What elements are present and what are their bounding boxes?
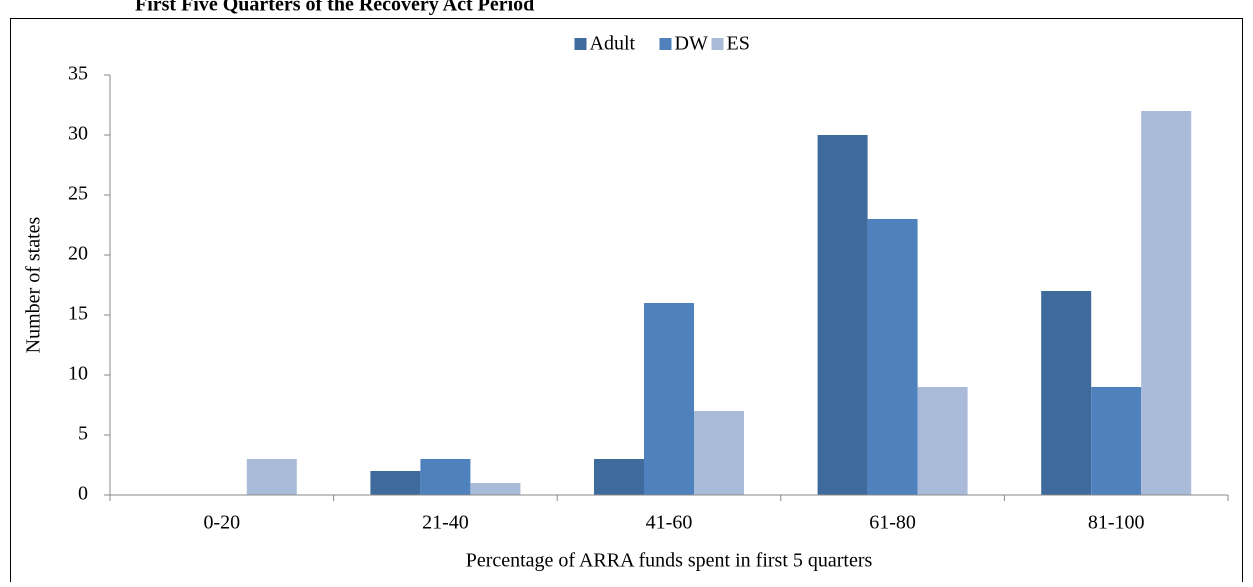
y-tick-label: 5: [78, 423, 88, 445]
x-axis-label: Percentage of ARRA funds spent in first …: [466, 550, 873, 572]
bar: [1041, 291, 1092, 495]
bar: [644, 303, 694, 495]
x-tick-label: 81-100: [1088, 512, 1145, 534]
x-tick-label: 21-40: [422, 512, 469, 534]
bar: [867, 219, 918, 495]
y-tick-label: 15: [68, 303, 88, 325]
bar: [470, 483, 521, 495]
bar: [1141, 111, 1192, 495]
bar: [370, 471, 421, 495]
legend-swatch: [659, 38, 672, 50]
legend-label: ES: [727, 33, 750, 55]
legend-swatch: [574, 38, 587, 50]
bar: [1091, 387, 1142, 495]
y-tick-label: 25: [68, 183, 88, 205]
y-tick-label: 35: [68, 63, 88, 85]
bar: [817, 135, 868, 495]
legend-label: Adult: [590, 33, 636, 55]
y-tick-label: 20: [68, 243, 88, 265]
chart-border: [10, 18, 1243, 587]
y-tick-label: 10: [68, 363, 88, 385]
y-tick-label: 30: [68, 123, 88, 145]
x-tick-label: 41-60: [646, 512, 693, 534]
legend-label: DW: [675, 33, 708, 55]
x-tick-label: 0-20: [203, 512, 240, 534]
legend-swatch: [711, 38, 724, 50]
bar: [594, 459, 644, 495]
x-tick-label: 61-80: [869, 512, 916, 534]
y-axis-label: Number of states: [23, 216, 45, 353]
chart-title: First Five Quarters of the Recovery Act …: [135, 0, 534, 16]
y-tick-label: 0: [78, 483, 88, 505]
bar: [246, 459, 297, 495]
bar: [420, 459, 471, 495]
bar: [917, 387, 968, 495]
bar: [694, 411, 744, 495]
